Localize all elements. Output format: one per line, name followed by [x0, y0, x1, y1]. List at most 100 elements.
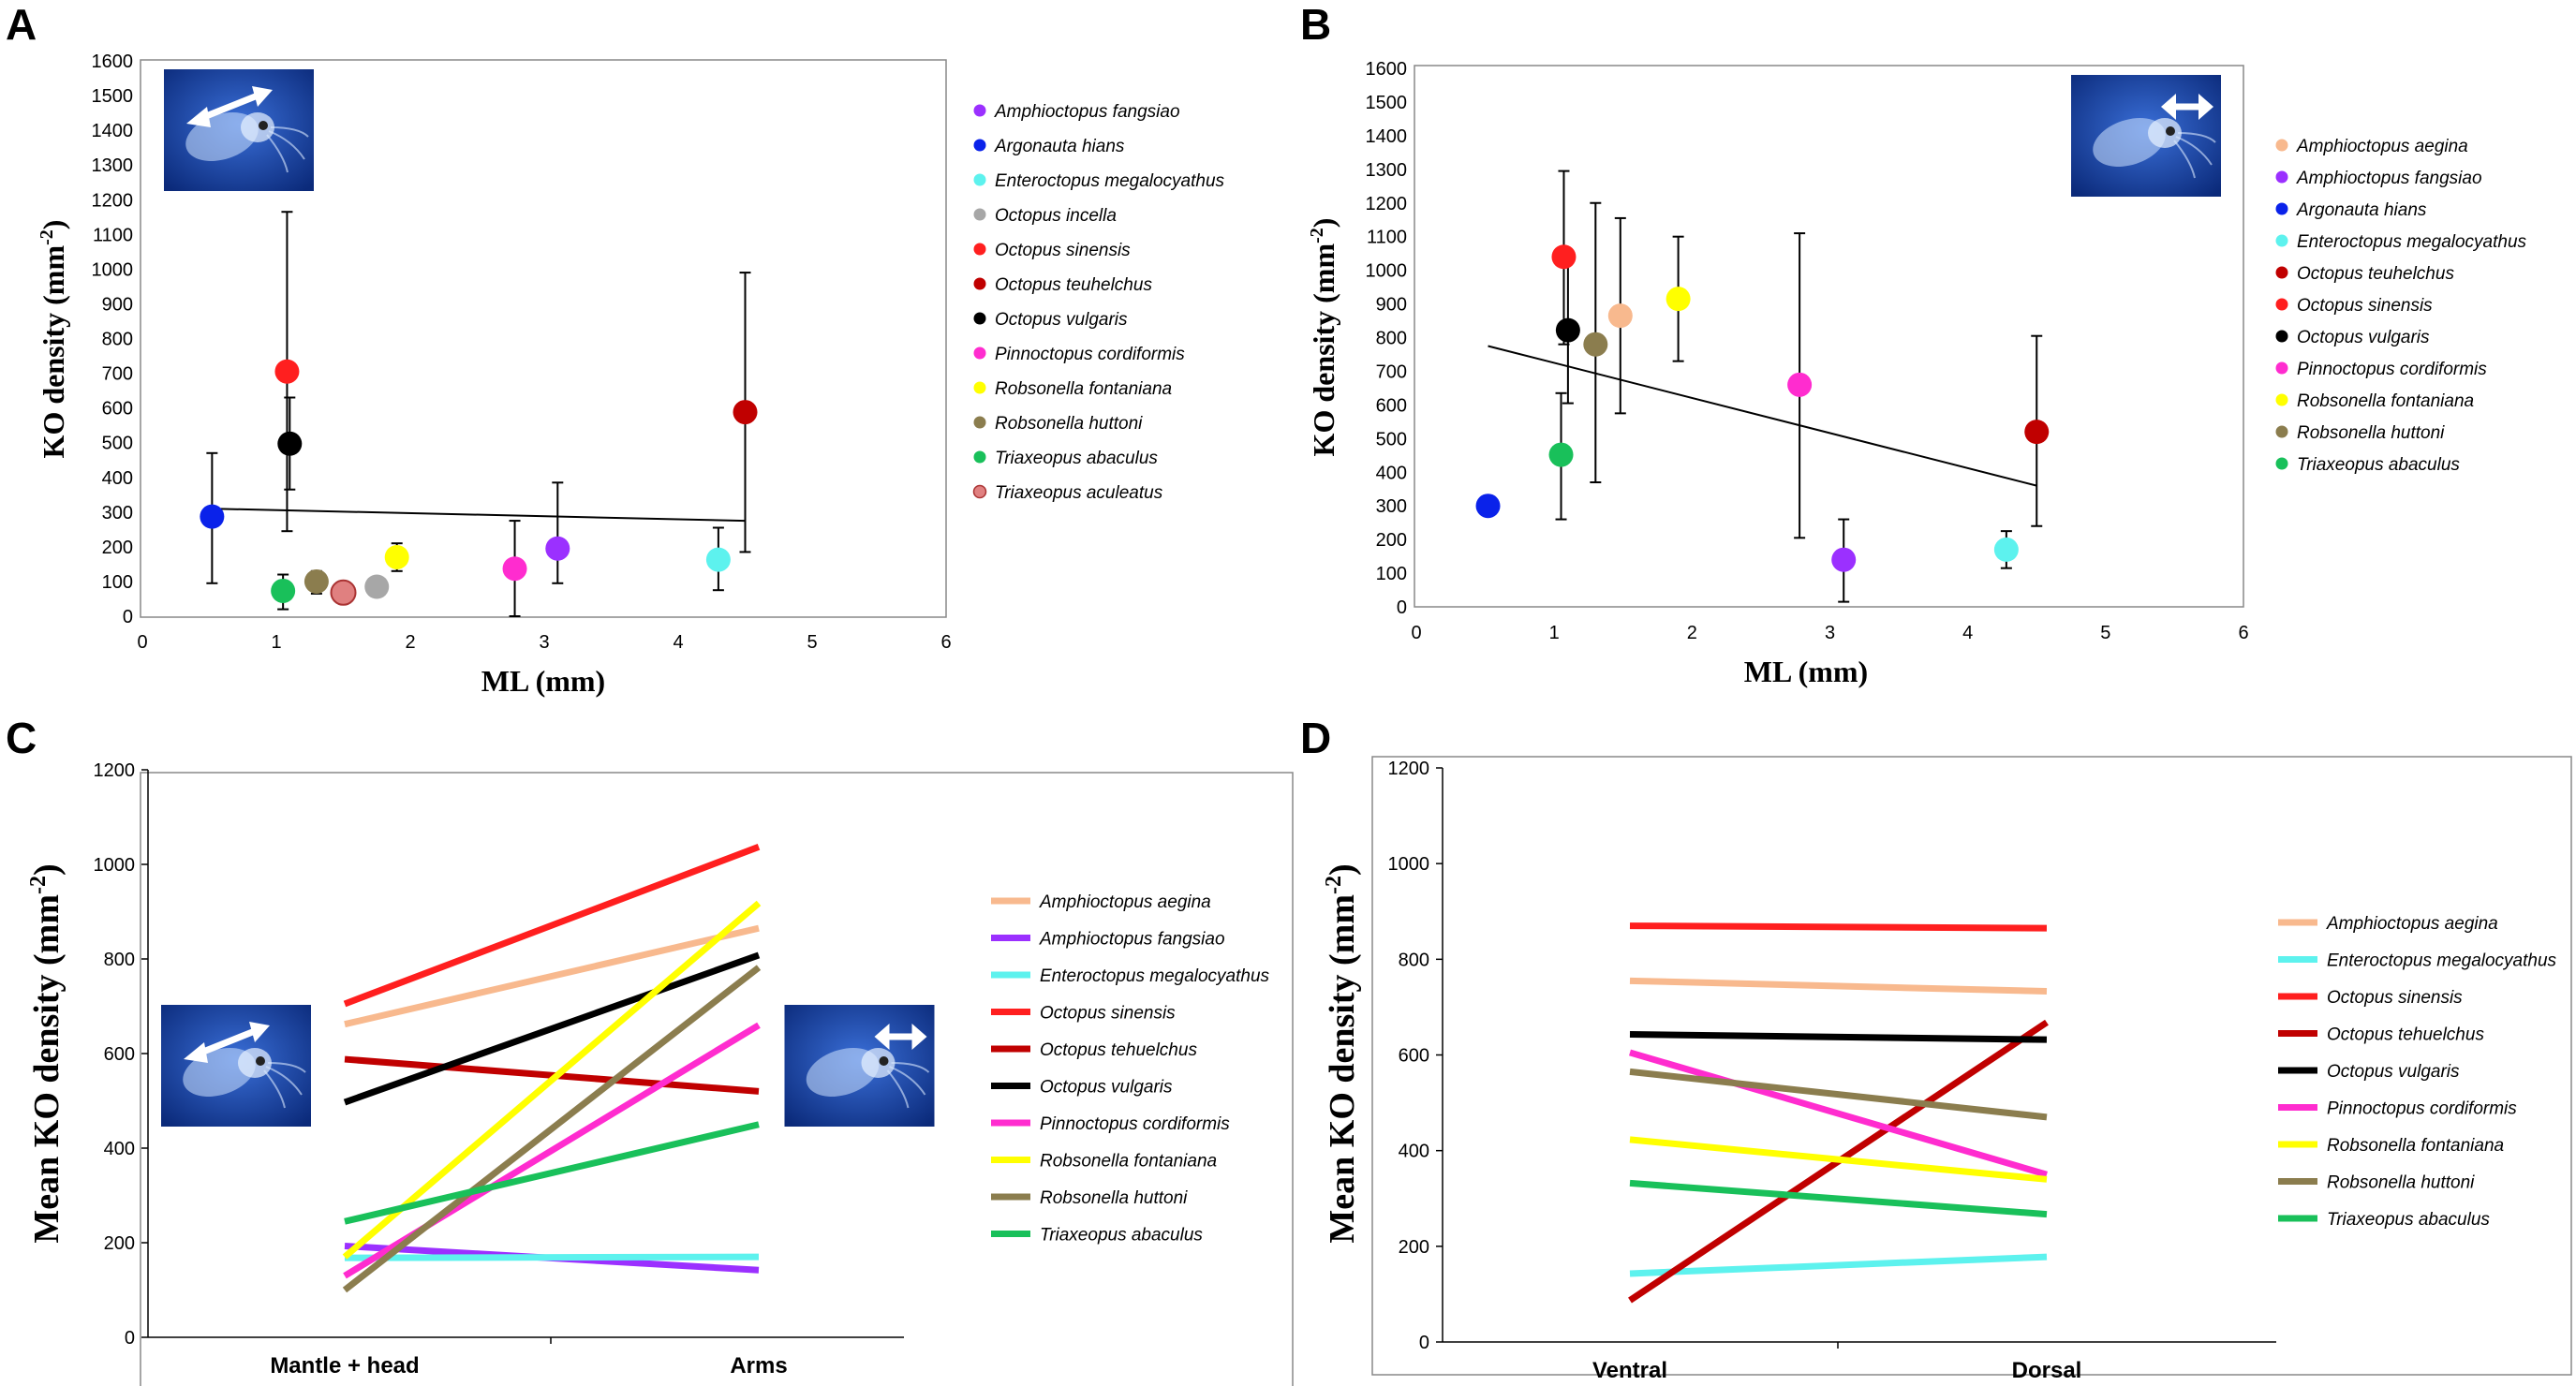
point-amphioctopus-fangsiao — [545, 536, 570, 561]
y-tick-label: 1500 — [1366, 93, 1408, 113]
y-tick-label: 1100 — [1367, 228, 1407, 248]
squid-photo-icon — [159, 1005, 313, 1127]
y-tick-label: 600 — [104, 1044, 135, 1065]
panel-c-y-axis-title: Mean KO density (mm-2) — [26, 863, 67, 1243]
y-tick-label: 1000 — [94, 855, 136, 876]
legend-label-octopus-vulgaris: Octopus vulgaris — [1040, 1078, 1173, 1098]
legend-marker-octopus-sinensis — [973, 243, 986, 256]
legend-label-amphioctopus-aegina: Amphioctopus aegina — [1039, 892, 1211, 912]
legend-label-pinnoctopus-cordiformis: Pinnoctopus cordiformis — [1040, 1114, 1230, 1134]
legend-label-octopus-vulgaris: Octopus vulgaris — [2327, 1062, 2460, 1082]
x-tick-label: 2 — [405, 632, 415, 653]
x-tick-label: 5 — [807, 632, 817, 653]
panel-b-legend: Amphioctopus aegina Amphioctopus fangsiao… — [2275, 137, 2527, 475]
point-octopus-sinensis — [1551, 244, 1577, 270]
series-line-robsonella-huttoni — [1629, 1068, 2048, 1121]
legend-marker-octopus-vulgaris — [973, 312, 986, 325]
panel-c-legend: Amphioctopus aegina Amphioctopus fangsiao… — [991, 892, 1270, 1246]
panel-a-letter: A — [6, 0, 37, 49]
y-tick-label: 1200 — [92, 190, 134, 211]
point-triaxeopus-aculeatus — [330, 579, 357, 606]
panel-c: C 0 200 400 600 800 1000 1200 Mantle + head Arm… — [6, 714, 1294, 1386]
y-tick-label: 1200 — [1366, 194, 1408, 214]
y-tick-label: 1200 — [94, 760, 136, 781]
panel-b-x-axis-title: ML (mm) — [1744, 655, 1868, 688]
legend-marker-enteroctopus-megalocyathus — [2275, 234, 2288, 247]
panel-b-y-axis: 0 100 200 300 400 500 600 700 800 900 1000 1100 1200… — [1366, 59, 1408, 618]
y-tick-label: 400 — [1399, 1142, 1429, 1162]
x-tick-label: 3 — [539, 632, 549, 653]
x-category-label: Arms — [730, 1353, 787, 1379]
legend-label-enteroctopus-megalocyathus: Enteroctopus megalocyathus — [2327, 951, 2557, 971]
legend-label-octopus-tehuelchus: Octopus tehuelchus — [1040, 1040, 1197, 1060]
panel-c-frame — [140, 772, 1294, 1386]
series-line-pinnoctopus-cordiformis — [1629, 1049, 2048, 1178]
panel-b-squid-image — [2069, 75, 2223, 197]
point-octopus-vulgaris — [1555, 317, 1580, 343]
panel-c-letter: C — [6, 714, 37, 762]
legend-label-pinnoctopus-cordiformis: Pinnoctopus cordiformis — [995, 345, 1185, 364]
series-line-triaxeopus-abaculus — [1629, 1179, 2048, 1218]
y-tick-label: 500 — [102, 434, 133, 454]
legend-label-enteroctopus-megalocyathus: Enteroctopus megalocyathus — [1040, 966, 1270, 986]
panel-b-marks — [1475, 170, 2050, 603]
legend-label-octopus-vulgaris: Octopus vulgaris — [995, 310, 1128, 330]
legend-marker-robsonella-huttoni — [973, 416, 986, 429]
panel-d-y-axis-title: Mean KO density (mm-2) — [1322, 863, 1362, 1243]
series-line-enteroctopus-megalocyathus — [344, 1253, 760, 1261]
panel-d-marks — [1628, 922, 2049, 1304]
legend-marker-amphioctopus-fangsiao — [2275, 170, 2288, 184]
y-tick-label: 200 — [102, 538, 133, 558]
y-tick-label: 100 — [1376, 564, 1407, 584]
point-pinnoctopus-cordiformis — [1787, 372, 1813, 397]
x-tick-label: 4 — [1962, 623, 1973, 643]
y-tick-label: 1500 — [92, 86, 134, 107]
panel-a-legend: Amphioctopus fangsiao Argonauta hians Ente… — [972, 102, 1225, 503]
legend-marker-triaxeopus-abaculus — [2275, 457, 2288, 470]
legend-marker-octopus-sinensis — [2275, 298, 2288, 311]
squid-photo-icon — [2069, 75, 2223, 197]
panel-d-letter: D — [1300, 714, 1331, 762]
series-line-amphioctopus-aegina — [344, 924, 760, 1028]
series-line-octopus-sinensis — [343, 844, 761, 1008]
legend-label-argonauta-hians: Argonauta hians — [994, 137, 1125, 156]
series-line-octopus-tehuelchus — [344, 1055, 760, 1095]
legend-label-robsonella-fontaniana: Robsonella fontaniana — [2327, 1136, 2504, 1156]
point-argonauta-hians — [200, 504, 225, 529]
y-tick-label: 1400 — [92, 121, 134, 141]
y-tick-label: 0 — [125, 1328, 135, 1349]
y-tick-label: 1000 — [1366, 261, 1408, 282]
point-octopus-vulgaris — [277, 431, 303, 456]
y-tick-label: 600 — [102, 399, 133, 420]
panel-a-y-axis: 0 100 200 300 400 500 600 700 800 900 1000 1100 1200… — [92, 52, 134, 627]
legend-marker-triaxeopus-aculeatus — [972, 484, 987, 499]
panel-d-frame — [1371, 756, 2572, 1376]
y-tick-label: 1000 — [92, 259, 134, 280]
point-robsonella-fontaniana — [1666, 287, 1691, 312]
x-tick-label: 6 — [940, 632, 951, 653]
panel-b: B 01002003004005006007008009001000110012… — [1300, 0, 2527, 688]
legend-label-robsonella-fontaniana: Robsonella fontaniana — [995, 379, 1172, 399]
panel-d-x-axis: Ventral Dorsal — [1592, 1342, 2081, 1383]
legend-label-robsonella-fontaniana: Robsonella fontaniana — [2297, 391, 2474, 411]
legend-label-amphioctopus-aegina: Amphioctopus aegina — [2326, 914, 2498, 934]
y-tick-label: 1400 — [1366, 126, 1408, 147]
panel-b-y-axis-title: KO density (mm-2) — [1307, 218, 1340, 457]
legend-label-octopus-incella: Octopus incella — [995, 206, 1117, 226]
legend-marker-robsonella-fontaniana — [973, 381, 986, 394]
series-line-robsonella-fontaniana — [342, 900, 762, 1260]
series-line-octopus-vulgaris — [343, 951, 761, 1106]
y-tick-label: 800 — [1376, 329, 1407, 349]
legend-label-argonauta-hians: Argonauta hians — [2296, 200, 2427, 220]
panel-c-y-axis: 0 200 400 600 800 1000 1200 — [94, 760, 148, 1349]
y-tick-label: 1300 — [92, 155, 134, 176]
legend-label-robsonella-fontaniana: Robsonella fontaniana — [1040, 1152, 1217, 1172]
y-tick-label: 900 — [1376, 295, 1407, 316]
panel-a: A 01002003004005006007008009001000110012… — [6, 0, 1225, 698]
legend-label-octopus-sinensis: Octopus sinensis — [1040, 1004, 1176, 1024]
legend-marker-amphioctopus-aegina — [2275, 139, 2288, 152]
y-tick-label: 700 — [102, 364, 133, 385]
legend-label-octopus-sinensis: Octopus sinensis — [995, 241, 1131, 260]
legend-marker-robsonella-fontaniana — [2275, 393, 2288, 406]
